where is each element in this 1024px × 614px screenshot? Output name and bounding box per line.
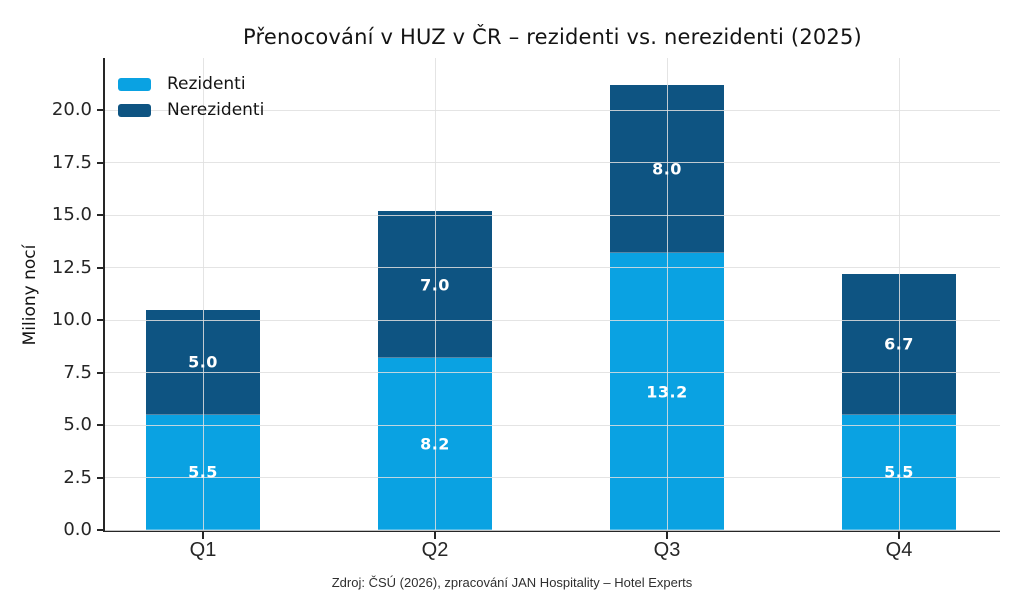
legend-label-nerezidenti: Nerezidenti [167,100,265,120]
x-axis-tick [434,532,436,539]
gridline-h [105,477,1000,479]
y-axis-tick [97,161,105,164]
y-tick-label: 15.0 [51,204,92,226]
y-axis-tick [97,319,105,322]
gridline-h [105,267,1000,269]
bar-value-label: 5.5 [188,462,218,482]
axis-spine-left [103,58,105,530]
y-axis-tick [97,424,105,427]
y-tick-label: 2.5 [63,466,92,488]
legend-swatch-rezidenti [118,77,151,91]
y-tick-label: 10.0 [51,309,92,331]
x-tick-label-q3: Q3 [653,539,681,561]
gridline-h [105,162,1000,164]
x-axis-tick [898,532,900,539]
y-axis-tick [97,266,105,269]
chart-title: Přenocování v HUZ v ČR – rezidenti vs. n… [243,25,862,49]
footer-source: Zdroj: ČSÚ (2026), zpracování JAN Hospit… [331,575,693,590]
y-tick-label: 20.0 [51,99,92,121]
gridline-v [202,58,204,530]
y-tick-label: 5.0 [63,414,92,436]
gridline-h [105,109,1000,111]
bar-value-label: 5.5 [884,462,914,482]
y-axis-tick [97,109,105,112]
legend: Rezidenti Nerezidenti [118,73,264,121]
legend-label-rezidenti: Rezidenti [167,74,246,94]
plot-area: Rezidenti Nerezidenti 5.5 5.0 8.2 7.0 13.2 8.… [103,58,1000,532]
legend-swatch-nerezidenti [118,103,151,117]
y-tick-label: 12.5 [51,256,92,278]
y-axis-tick [97,214,105,217]
y-tick-label: 0.0 [63,519,92,540]
x-axis-tick [202,532,204,539]
bar-value-label: 8.0 [652,159,682,179]
x-axis-tick [666,532,668,539]
gridline-h [105,424,1000,426]
bar-value-label: 7.0 [420,275,450,295]
gridline-v [666,58,668,530]
x-tick-label-q1: Q1 [189,539,217,561]
x-tick-label-q2: Q2 [421,539,449,561]
gridline-v [434,58,436,530]
y-axis-tick [97,529,105,531]
y-axis-tick [97,476,105,479]
gridline-h [105,214,1000,216]
y-tick-label: 17.5 [51,151,92,173]
y-tick-label: 7.5 [63,361,92,383]
bar-value-label: 8.2 [420,434,450,454]
bar-value-label: 13.2 [646,382,688,402]
y-axis-tick [97,371,105,374]
gridline-h [105,529,1000,531]
bar-value-label: 6.7 [884,334,914,354]
bar-value-label: 5.0 [188,352,218,372]
legend-item-rezidenti: Rezidenti [118,73,264,95]
gridline-h [105,319,1000,321]
legend-item-nerezidenti: Nerezidenti [118,99,264,121]
gridline-h [105,372,1000,374]
x-tick-label-q4: Q4 [885,539,913,561]
axis-spine-bottom [103,530,1000,532]
gridline-v [898,58,900,530]
